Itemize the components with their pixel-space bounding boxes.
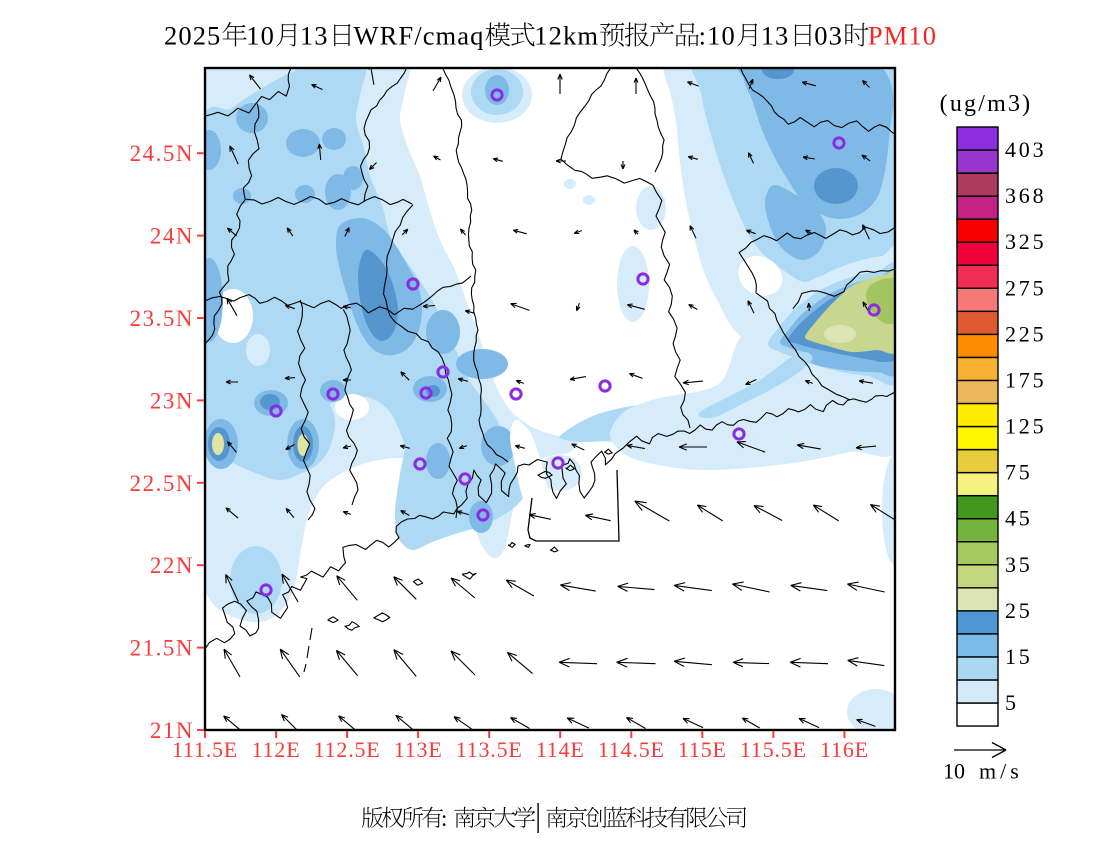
svg-text:24.5N: 24.5N [130,141,194,166]
svg-text:21N: 21N [150,718,194,743]
svg-text:45: 45 [1005,506,1033,531]
svg-text:15: 15 [1005,644,1033,669]
svg-text:23.5N: 23.5N [130,306,194,331]
svg-text:115E: 115E [678,737,727,762]
svg-text:35: 35 [1005,552,1033,577]
svg-text:2025: 2025 [164,21,221,51]
svg-text:25: 25 [1005,598,1033,623]
svg-text:WRF/cmaq: WRF/cmaq [354,21,485,51]
svg-text:115.5E: 115.5E [740,737,807,762]
svg-text:PM10: PM10 [868,21,937,51]
svg-text:10: 10 [246,21,275,51]
svg-text:(ug/m3): (ug/m3) [940,91,1033,117]
svg-text:03: 03 [814,21,843,51]
svg-text:403: 403 [1005,137,1046,162]
svg-text:125: 125 [1005,414,1046,439]
svg-text:21.5N: 21.5N [130,636,194,661]
svg-text::: : [441,806,447,831]
svg-text:114E: 114E [536,737,585,762]
svg-text:275: 275 [1005,275,1046,300]
svg-text:23N: 23N [150,388,194,413]
svg-text:22N: 22N [150,553,194,578]
svg-text:112E: 112E [252,737,301,762]
svg-text:111.5E: 111.5E [172,737,238,762]
svg-text:325: 325 [1005,229,1046,254]
svg-text:5: 5 [1005,690,1019,715]
svg-text:113E: 113E [394,737,443,762]
svg-text:m/s: m/s [979,759,1023,784]
svg-text:116E: 116E [820,737,869,762]
svg-text:12km: 12km [534,21,599,51]
svg-text:13: 13 [761,21,790,51]
svg-text:24N: 24N [150,224,194,249]
svg-text:175: 175 [1005,367,1046,392]
svg-text::10: :10 [699,21,736,51]
svg-text:22.5N: 22.5N [130,471,194,496]
svg-text:114.5E: 114.5E [598,737,665,762]
svg-text:368: 368 [1005,183,1046,208]
svg-text:225: 225 [1005,321,1046,346]
svg-text:112.5E: 112.5E [314,737,381,762]
svg-text:13: 13 [300,21,329,51]
svg-text:113.5E: 113.5E [456,737,523,762]
svg-text:75: 75 [1005,460,1033,485]
svg-text:10: 10 [943,759,965,784]
